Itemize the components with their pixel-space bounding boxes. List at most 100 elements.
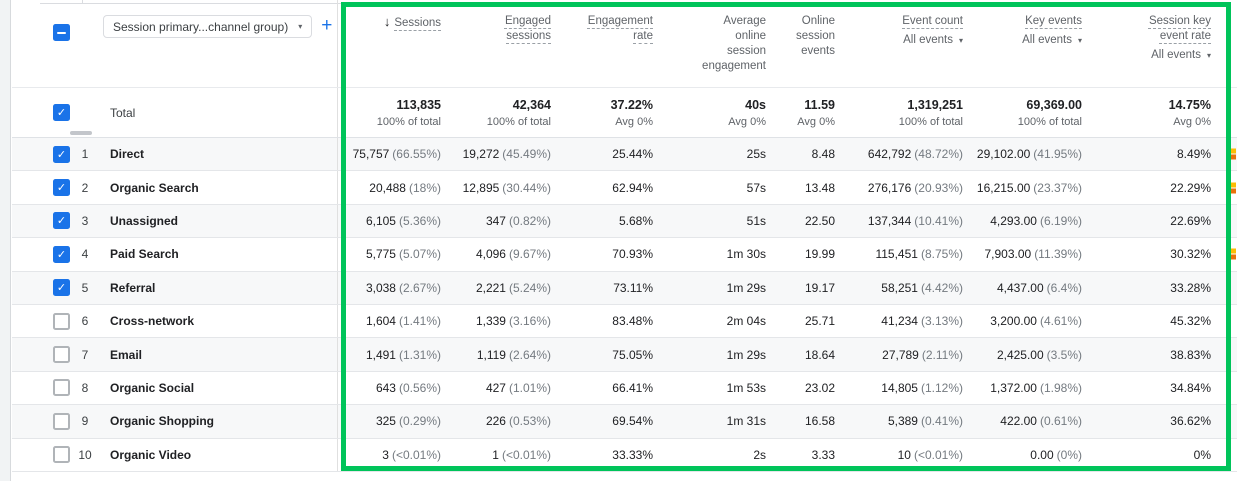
sessions-value: 643 [375,380,396,395]
data-table: Session primary...channel group) ▾ + ↓ Se… [12,0,1237,472]
engagement-rate-value: 66.41% [612,380,653,395]
sessions-cell: 5,775 (5.07%) [338,238,441,270]
session-key-event-rate-value: 34.84% [1170,380,1211,395]
event-count-header-label[interactable]: Event count [902,15,963,27]
row-number: 7 [81,347,89,362]
engaged-sessions-value: 1 [492,447,499,462]
row-filler [1211,305,1237,337]
online-events-cell: 23.02 [766,372,835,404]
row-filler [1211,205,1237,237]
clipped-alert-icon [1231,182,1236,194]
row-label-cell: ✓ 2 Organic Search [12,171,338,204]
sessions-value: 6,105 [365,213,396,228]
sessions-percent: (66.55%) [392,147,441,162]
session-key-event-rate-value: 22.69% [1170,213,1211,228]
table-row: ✓ 8 Organic Social 643(0.56%) 427(1.01%)… [12,371,1237,406]
key-events-percent: (1.98%) [1039,380,1082,395]
totals-avg-engagement-sub: Avg 0% [728,115,766,128]
channel-name: Referral [110,280,156,295]
key-events-value: 16,215.00 [976,180,1031,195]
event-count-cell: 5,389 (0.41%) [835,405,963,437]
event-count-filter-dropdown[interactable]: All events ▾ [903,33,963,48]
sessions-cell: 75,757 (66.55%) [338,138,441,170]
key-events-header-label[interactable]: Key events [1025,15,1082,27]
row-checkbox[interactable]: ✓ [53,412,70,430]
key-events-percent: (6.19%) [1039,213,1082,228]
channel-name: Paid Search [110,247,179,262]
row-filler [1211,272,1237,304]
online-events-cell: 19.99 [766,238,835,270]
online-events-value: 8.48 [811,147,835,162]
engaged-sessions-cell: 1,339 (3.16%) [441,305,551,337]
sessions-value: 75,757 [352,147,390,162]
row-checkbox[interactable]: ✓ [53,312,70,330]
row-number: 1 [81,147,89,162]
event-count-value: 276,176 [867,180,912,195]
table-row: ✓ 1 Direct 75,757 (66.55%) 19,272 (45.49%)… [12,138,1237,172]
sessions-percent: (2.67%) [398,280,441,295]
engaged-sessions-percent: (3.16%) [508,314,551,329]
totals-key-events-sub: 100% of total [1017,115,1082,128]
add-dimension-button[interactable]: + [321,15,333,36]
channel-name: Organic Social [110,380,195,395]
key-events-cell: 0.00 (0%) [963,439,1082,471]
key-events-cell: 16,215.00 (23.37%) [963,171,1082,203]
engaged-sessions-cell: 19,272 (45.49%) [441,138,551,170]
row-checkbox[interactable]: ✓ [53,379,70,397]
session-key-event-rate-header-label[interactable]: Session key event rate [1148,15,1211,42]
row-label-cell: ✓ 9 Organic Shopping [12,405,338,438]
totals-event-count-value: 1,319,251 [907,97,963,112]
row-checkbox[interactable]: ✓ [53,145,70,163]
engagement-rate-cell: 33.33% [551,439,653,471]
engaged-sessions-header-label[interactable]: Engaged sessions [504,15,551,42]
online-events-cell: 19.17 [766,272,835,304]
avg-engagement-cell: 51s [653,205,766,237]
session-key-event-rate-filter-dropdown[interactable]: All events ▾ [1151,48,1211,63]
key-events-value: 7,903.00 [984,247,1032,262]
row-checkbox[interactable]: ✓ [53,245,70,263]
event-count-percent: (48.72%) [914,147,963,162]
channel-name: Organic Shopping [110,414,214,429]
row-label-cell: ✓ 8 Organic Social [12,371,338,405]
row-checkbox[interactable]: ✓ [53,446,70,464]
key-events-filter-dropdown[interactable]: All events ▾ [1022,33,1082,48]
column-header-key-events: Key events All events ▾ [963,0,1082,87]
online-events-cell: 13.48 [766,171,835,203]
session-key-event-rate-value: 45.32% [1170,314,1211,329]
row-checkbox[interactable]: ✓ [53,212,70,230]
totals-checkbox[interactable]: ✓ [53,104,70,121]
event-count-value: 58,251 [881,280,918,295]
engaged-sessions-percent: (5.24%) [508,280,551,295]
sessions-header-label[interactable]: Sessions [394,17,441,29]
check-icon: ✓ [56,107,67,119]
column-header-online-session-events: Online session events [766,0,835,87]
check-icon: ✓ [56,282,67,295]
row-checkbox[interactable]: ✓ [53,279,70,297]
online-events-cell: 3.33 [766,439,835,471]
totals-engaged-value: 42,364 [512,97,551,112]
row-checkbox[interactable]: ✓ [53,346,70,364]
key-events-percent: (0.61%) [1039,414,1082,429]
event-count-value: 41,234 [881,314,918,329]
dimension-selector-chip[interactable]: Session primary...channel group) ▾ [103,15,313,38]
avg-engagement-cell: 57s [653,171,766,203]
engagement-rate-header-label[interactable]: Engagement rate [587,15,653,42]
row-label-cell: ✓ 3 Unassigned [12,204,338,238]
event-count-filter-label: All events [903,34,953,46]
avg-engagement-value: 51s [746,213,766,228]
avg-engagement-header-label: Average online session engagement [702,15,766,72]
engagement-rate-cell: 70.93% [551,238,653,270]
engaged-sessions-cell: 2,221 (5.24%) [441,272,551,304]
table-row: ✓ 10 Organic Video 3(<0.01%) 1(<0.01%) 3… [12,438,1237,472]
online-events-value: 16.58 [804,414,835,429]
row-number: 5 [81,280,89,295]
pinned-column-scrollbar[interactable] [70,131,92,135]
row-checkbox[interactable]: ✓ [53,179,70,197]
select-all-checkbox[interactable] [53,24,70,41]
sessions-value: 3,038 [365,280,396,295]
chevron-down-icon: ▾ [1206,50,1211,60]
event-count-percent: (<0.01%) [913,447,963,462]
engagement-rate-value: 62.94% [612,180,653,195]
key-events-cell: 2,425.00 (3.5%) [963,338,1082,370]
engagement-rate-cell: 25.44% [551,138,653,170]
